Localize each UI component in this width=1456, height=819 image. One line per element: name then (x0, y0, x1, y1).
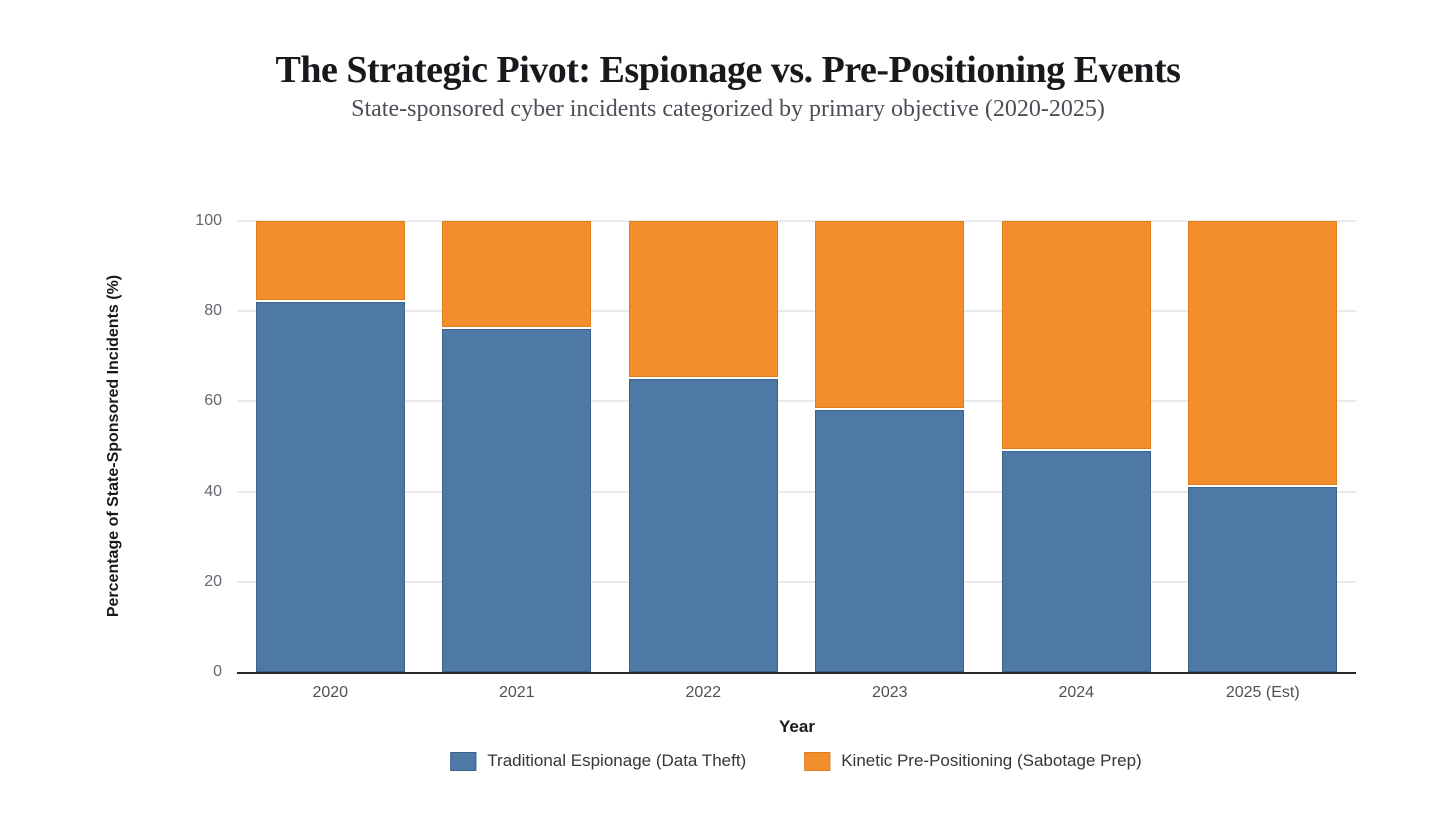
gridline-y100 (237, 220, 1356, 222)
legend: Traditional Espionage (Data Theft) Kineti… (450, 751, 1142, 771)
bar-2024-espionage (1002, 451, 1151, 672)
gridline-y60 (237, 400, 1356, 403)
y-tick-40: 40 (204, 482, 222, 500)
bar-2021-espionage (442, 329, 591, 672)
bar-2022-espionage (629, 379, 778, 672)
legend-item-prepositioning: Kinetic Pre-Positioning (Sabotage Prep) (804, 751, 1142, 771)
gridline-y20 (237, 580, 1356, 583)
chart-title: The Strategic Pivot: Espionage vs. Pre-P… (275, 49, 1181, 91)
x-tick-2020: 2020 (312, 684, 349, 701)
x-tick-2022: 2022 (685, 684, 722, 701)
bar-2025-est--espionage (1188, 487, 1337, 672)
bar-2021-prepositioning (442, 221, 591, 327)
bar-2020-espionage (256, 302, 405, 672)
bar-2023-prepositioning (815, 221, 964, 408)
bar-2025-est--prepositioning (1188, 221, 1337, 485)
legend-label-prepositioning: Kinetic Pre-Positioning (Sabotage Prep) (841, 751, 1142, 770)
x-axis-line (237, 672, 1356, 674)
chart-subtitle: State-sponsored cyber incidents categori… (351, 96, 1105, 122)
bar-2020-prepositioning (256, 221, 405, 300)
legend-swatch-espionage (450, 751, 477, 771)
legend-item-espionage: Traditional Espionage (Data Theft) (450, 751, 746, 771)
bar-2024-prepositioning (1002, 221, 1151, 449)
y-tick-100: 100 (195, 212, 222, 229)
y-tick-0: 0 (213, 663, 222, 680)
y-tick-20: 20 (204, 572, 222, 590)
y-tick-60: 60 (204, 392, 222, 410)
legend-label-espionage: Traditional Espionage (Data Theft) (487, 751, 747, 770)
x-tick-2021: 2021 (498, 684, 535, 701)
plot-area (237, 220, 1356, 674)
gridline-y40 (237, 490, 1356, 493)
y-tick-80: 80 (204, 302, 222, 320)
x-tick-2023: 2023 (871, 684, 908, 701)
x-axis-label: Year (779, 717, 815, 736)
bar-2022-prepositioning (629, 221, 778, 377)
y-axis-label: Percentage of State-Sponsored Incidents … (105, 274, 122, 618)
bar-2023-espionage (815, 410, 964, 672)
x-tick-2025-est-: 2025 (Est) (1225, 684, 1300, 701)
gridline-y80 (237, 310, 1356, 313)
x-tick-2024: 2024 (1058, 684, 1095, 701)
legend-swatch-prepositioning (804, 751, 831, 771)
